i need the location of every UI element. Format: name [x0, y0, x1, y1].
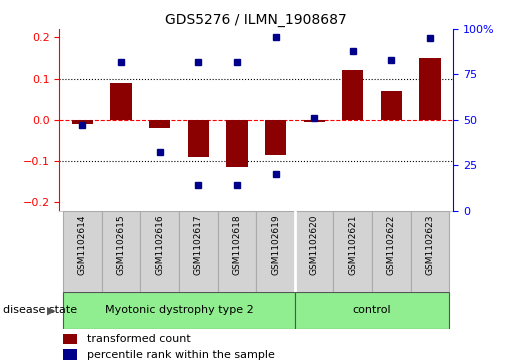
Text: GSM1102619: GSM1102619 [271, 215, 280, 275]
Bar [334, 211, 372, 292]
Bar [63, 334, 77, 344]
Bar [149, 120, 170, 128]
Text: Myotonic dystrophy type 2: Myotonic dystrophy type 2 [105, 305, 253, 315]
Bar [63, 211, 102, 292]
Bar [419, 58, 441, 120]
Bar [140, 211, 179, 292]
Bar [226, 120, 248, 167]
Text: GSM1102616: GSM1102616 [155, 215, 164, 275]
Text: GSM1102614: GSM1102614 [78, 215, 87, 275]
Text: GSM1102620: GSM1102620 [310, 215, 319, 275]
Bar [217, 211, 256, 292]
Text: GSM1102621: GSM1102621 [348, 215, 357, 275]
Text: GSM1102615: GSM1102615 [116, 215, 126, 275]
Bar [72, 120, 93, 124]
Bar [187, 120, 209, 157]
Text: percentile rank within the sample: percentile rank within the sample [87, 350, 274, 359]
Text: disease state: disease state [3, 305, 77, 315]
Bar [265, 120, 286, 155]
Bar [410, 211, 449, 292]
Text: transformed count: transformed count [87, 334, 191, 344]
Bar [179, 211, 217, 292]
Text: GSM1102617: GSM1102617 [194, 215, 203, 275]
Bar [256, 211, 295, 292]
Text: GSM1102618: GSM1102618 [232, 215, 242, 275]
Bar [102, 211, 140, 292]
Bar [63, 349, 77, 360]
Text: ▶: ▶ [47, 305, 56, 315]
Bar [110, 83, 132, 120]
Title: GDS5276 / ILMN_1908687: GDS5276 / ILMN_1908687 [165, 13, 347, 26]
Bar [342, 70, 364, 120]
Bar [303, 120, 325, 122]
Bar [295, 292, 449, 329]
Bar [372, 211, 410, 292]
Text: control: control [353, 305, 391, 315]
Text: GSM1102623: GSM1102623 [425, 215, 435, 275]
Text: GSM1102622: GSM1102622 [387, 215, 396, 275]
Bar [381, 91, 402, 120]
Bar [295, 211, 334, 292]
Bar [63, 292, 295, 329]
